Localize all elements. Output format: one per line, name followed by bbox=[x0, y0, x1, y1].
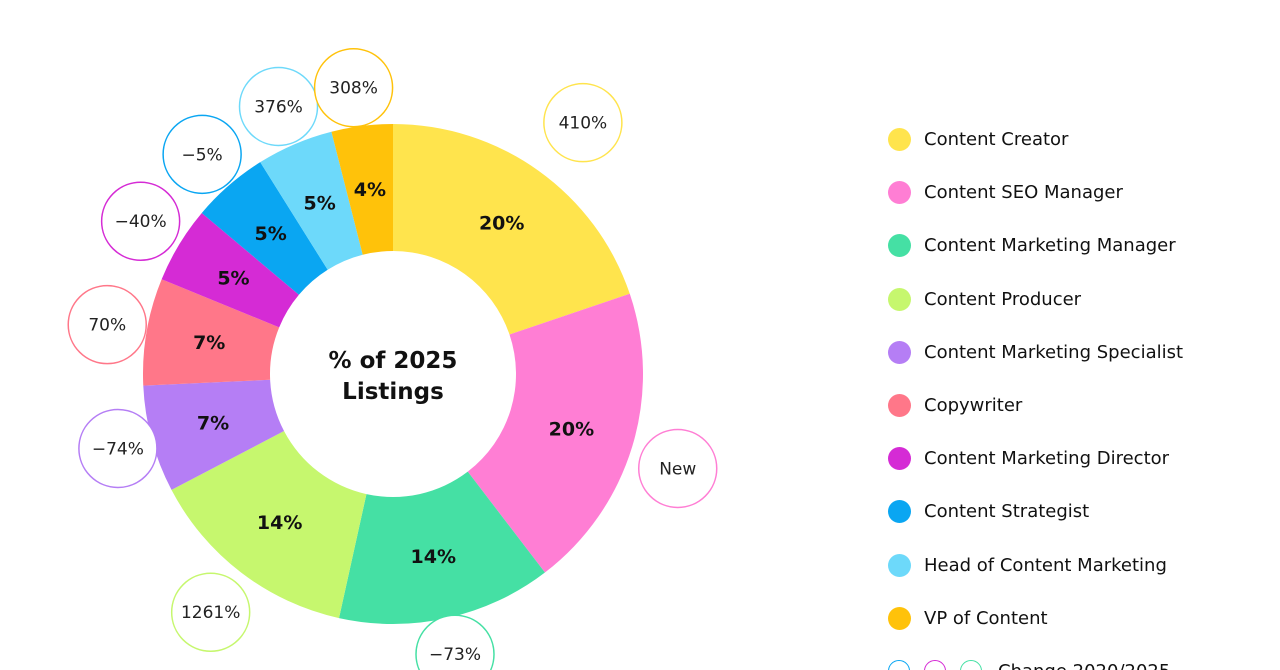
legend-item-copywriter: Copywriter bbox=[888, 379, 1268, 432]
slice-content-marketing-specialist bbox=[143, 379, 285, 490]
change-legend-label: Change 2020/2025 bbox=[998, 661, 1170, 670]
change-bubble-head-of-content-marketing: 376% bbox=[238, 66, 319, 147]
legend-label: Content SEO Manager bbox=[924, 182, 1123, 204]
change-legend-circle bbox=[960, 660, 982, 670]
slice-label-content-creator: 20% bbox=[479, 212, 524, 234]
legend-item-content-marketing-director: Content Marketing Director bbox=[888, 432, 1268, 485]
slice-content-marketing-manager bbox=[338, 471, 545, 625]
legend-swatch bbox=[888, 181, 911, 205]
legend-swatch bbox=[888, 606, 911, 630]
legend-label: Content Creator bbox=[924, 129, 1069, 151]
change-bubble-circle bbox=[415, 614, 495, 670]
legend-label: VP of Content bbox=[924, 607, 1048, 629]
change-bubbles: 410% New −73% 1261% −74% 70% −40% −5% 376% 308% bbox=[67, 47, 718, 670]
legend-swatch bbox=[888, 500, 911, 524]
chart-title-line-1: % of 2025 bbox=[329, 348, 458, 374]
legend-swatch bbox=[888, 553, 911, 577]
slice-label-content-marketing-specialist: 7% bbox=[197, 413, 229, 435]
slice-label-copywriter: 7% bbox=[193, 332, 225, 354]
legend-label: Content Strategist bbox=[924, 501, 1090, 523]
change-bubble-content-marketing-manager: −73% bbox=[415, 614, 495, 670]
change-bubble-content-marketing-director: −40% bbox=[100, 181, 181, 261]
slice-copywriter bbox=[143, 279, 280, 386]
legend: Content Creator Content SEO Manager Conten… bbox=[888, 113, 1268, 645]
legend-label: Copywriter bbox=[924, 395, 1023, 417]
legend-label: Content Marketing Manager bbox=[924, 235, 1176, 257]
change-legend-circle bbox=[888, 660, 910, 670]
slice-content-seo-manager bbox=[467, 293, 643, 573]
change-legend-circles bbox=[888, 660, 996, 670]
slice-label-vp-of-content: 4% bbox=[354, 179, 386, 201]
chart-title-line-2: Listings bbox=[342, 379, 444, 405]
change-legend: Change 2020/2025 bbox=[888, 660, 1170, 670]
legend-item-content-seo-manager: Content SEO Manager bbox=[888, 166, 1268, 219]
change-bubble-circle bbox=[100, 181, 181, 261]
slice-content-creator bbox=[393, 124, 630, 335]
change-bubble-circle bbox=[313, 47, 394, 128]
legend-swatch bbox=[888, 340, 911, 364]
change-bubble-label: −40% bbox=[115, 212, 167, 232]
change-bubble-content-producer: 1261% bbox=[170, 572, 251, 652]
slice-labels: 20% 20% 14% 14% 7% 7% 5% 5% 5% 4% bbox=[193, 179, 594, 568]
change-bubble-label: New bbox=[659, 459, 696, 479]
slice-label-content-marketing-director: 5% bbox=[217, 267, 249, 289]
legend-item-content-producer: Content Producer bbox=[888, 273, 1268, 326]
legend-swatch bbox=[888, 287, 911, 311]
change-bubble-circle bbox=[543, 82, 623, 163]
slice-content-producer bbox=[171, 431, 367, 619]
change-bubble-label: 70% bbox=[88, 316, 126, 336]
slice-content-marketing-director bbox=[161, 212, 299, 328]
slice-label-content-strategist: 5% bbox=[255, 223, 287, 245]
slice-label-content-marketing-manager: 14% bbox=[411, 546, 456, 568]
legend-item-vp-of-content: VP of Content bbox=[888, 592, 1268, 645]
change-bubble-copywriter: 70% bbox=[67, 284, 147, 365]
change-bubble-label: 410% bbox=[559, 114, 608, 134]
legend-label: Content Marketing Specialist bbox=[924, 341, 1184, 363]
slice-content-strategist bbox=[201, 162, 328, 295]
legend-swatch bbox=[888, 128, 911, 152]
donut-slices bbox=[143, 124, 643, 625]
slice-head-of-content-marketing bbox=[260, 131, 363, 270]
change-bubble-content-strategist: −5% bbox=[162, 114, 242, 195]
legend-label: Content Producer bbox=[924, 288, 1082, 310]
change-bubble-vp-of-content: 308% bbox=[313, 47, 394, 128]
change-bubble-content-creator: 410% bbox=[543, 82, 623, 163]
change-bubble-label: −73% bbox=[429, 645, 481, 665]
slice-label-content-producer: 14% bbox=[257, 512, 302, 534]
change-bubble-circle bbox=[238, 66, 319, 147]
legend-item-content-strategist: Content Strategist bbox=[888, 485, 1268, 538]
change-bubble-circle bbox=[162, 114, 242, 195]
slice-label-head-of-content-marketing: 5% bbox=[303, 193, 335, 215]
legend-item-content-creator: Content Creator bbox=[888, 113, 1268, 166]
change-bubble-circle bbox=[170, 572, 251, 652]
legend-item-head-of-content-marketing: Head of Content Marketing bbox=[888, 539, 1268, 592]
change-legend-circle bbox=[924, 660, 946, 670]
change-bubble-label: 308% bbox=[329, 79, 378, 99]
change-bubble-circle bbox=[78, 408, 158, 489]
change-bubble-label: 376% bbox=[254, 97, 303, 117]
slice-vp-of-content bbox=[331, 124, 393, 255]
change-bubble-label: −5% bbox=[182, 145, 223, 165]
legend-swatch bbox=[888, 447, 911, 471]
legend-swatch bbox=[888, 234, 911, 258]
legend-label: Head of Content Marketing bbox=[924, 554, 1167, 576]
slice-label-content-seo-manager: 20% bbox=[549, 418, 594, 440]
change-bubble-circle bbox=[637, 428, 718, 509]
change-bubble-content-seo-manager: New bbox=[637, 428, 718, 509]
change-bubble-label: 1261% bbox=[181, 603, 240, 623]
legend-item-content-marketing-specialist: Content Marketing Specialist bbox=[888, 326, 1268, 379]
legend-swatch bbox=[888, 394, 911, 418]
legend-item-content-marketing-manager: Content Marketing Manager bbox=[888, 219, 1268, 272]
change-bubble-label: −74% bbox=[92, 439, 144, 459]
change-bubble-circle bbox=[67, 284, 147, 365]
legend-label: Content Marketing Director bbox=[924, 448, 1170, 470]
change-bubble-content-marketing-specialist: −74% bbox=[78, 408, 158, 489]
